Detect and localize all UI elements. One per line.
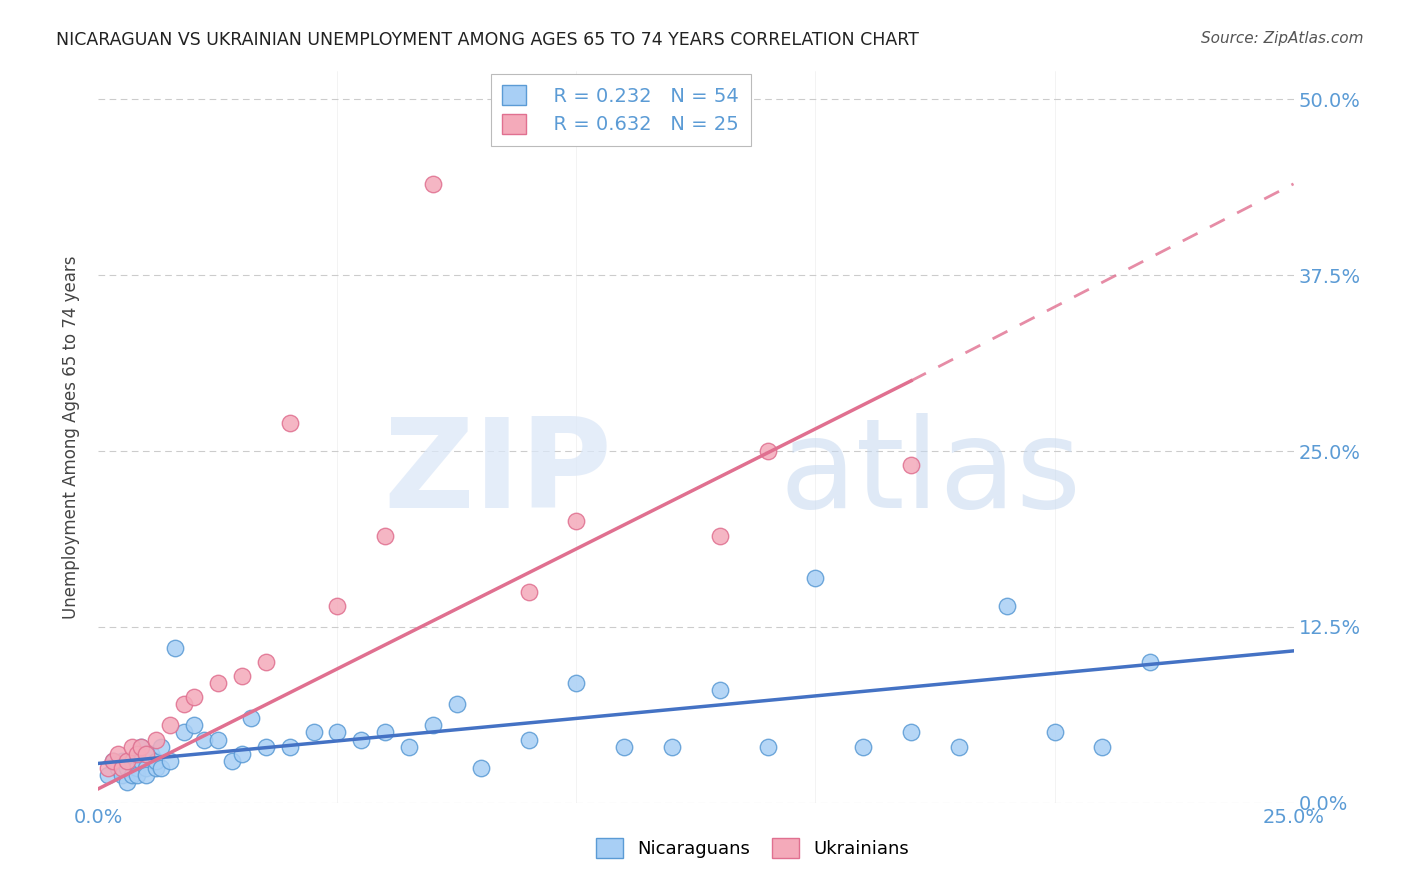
Point [111,767,134,781]
Point [326,725,349,739]
Point [900,725,922,739]
Point [756,444,779,458]
Point [661,739,683,754]
Point [948,739,970,754]
Point [374,725,396,739]
Point [517,732,540,747]
Point [145,754,167,768]
Point [131,739,153,754]
Legend: Nicaraguans, Ukrainians: Nicaraguans, Ukrainians [588,830,917,865]
Point [207,676,229,690]
Point [111,754,134,768]
Point [446,698,468,712]
Point [125,767,148,781]
Point [756,739,779,754]
Point [517,584,540,599]
Text: ZIP: ZIP [384,413,613,534]
Text: atlas: atlas [779,413,1081,534]
Point [97,761,120,775]
Point [145,732,167,747]
Point [470,761,492,775]
Point [135,747,157,761]
Point [131,754,153,768]
Point [565,676,588,690]
Point [121,767,143,781]
Point [115,761,138,775]
Point [254,655,277,669]
Point [183,690,205,705]
Point [149,761,172,775]
Point [125,761,148,775]
Text: Source: ZipAtlas.com: Source: ZipAtlas.com [1201,31,1364,46]
Point [101,754,124,768]
Point [115,774,138,789]
Point [302,725,325,739]
Point [107,747,129,761]
Point [221,754,243,768]
Point [121,754,143,768]
Legend:   R = 0.232   N = 54,   R = 0.632   N = 25: R = 0.232 N = 54, R = 0.632 N = 25 [491,74,751,146]
Point [995,599,1018,613]
Point [107,761,129,775]
Point [1043,725,1066,739]
Point [193,732,215,747]
Point [163,641,186,656]
Point [173,725,195,739]
Point [240,711,263,725]
Point [159,754,181,768]
Point [231,669,253,683]
Point [135,747,157,761]
Point [231,747,253,761]
Point [709,528,731,542]
Point [398,739,420,754]
Point [422,177,444,191]
Point [101,754,124,768]
Point [183,718,205,732]
Point [278,416,301,430]
Point [145,761,167,775]
Point [97,767,120,781]
Point [159,718,181,732]
Point [900,458,922,473]
Point [254,739,277,754]
Point [350,732,373,747]
Point [135,767,157,781]
Point [207,732,229,747]
Point [1091,739,1114,754]
Point [135,761,157,775]
Point [125,747,148,761]
Point [422,718,444,732]
Point [149,739,172,754]
Text: NICARAGUAN VS UKRAINIAN UNEMPLOYMENT AMONG AGES 65 TO 74 YEARS CORRELATION CHART: NICARAGUAN VS UKRAINIAN UNEMPLOYMENT AMO… [56,31,920,49]
Point [173,698,195,712]
Y-axis label: Unemployment Among Ages 65 to 74 years: Unemployment Among Ages 65 to 74 years [62,255,80,619]
Point [852,739,875,754]
Point [1139,655,1161,669]
Point [111,761,134,775]
Point [565,515,588,529]
Point [131,739,153,754]
Point [115,754,138,768]
Point [278,739,301,754]
Point [709,683,731,698]
Point [613,739,636,754]
Point [139,747,162,761]
Point [804,571,827,585]
Point [121,739,143,754]
Point [374,528,396,542]
Point [326,599,349,613]
